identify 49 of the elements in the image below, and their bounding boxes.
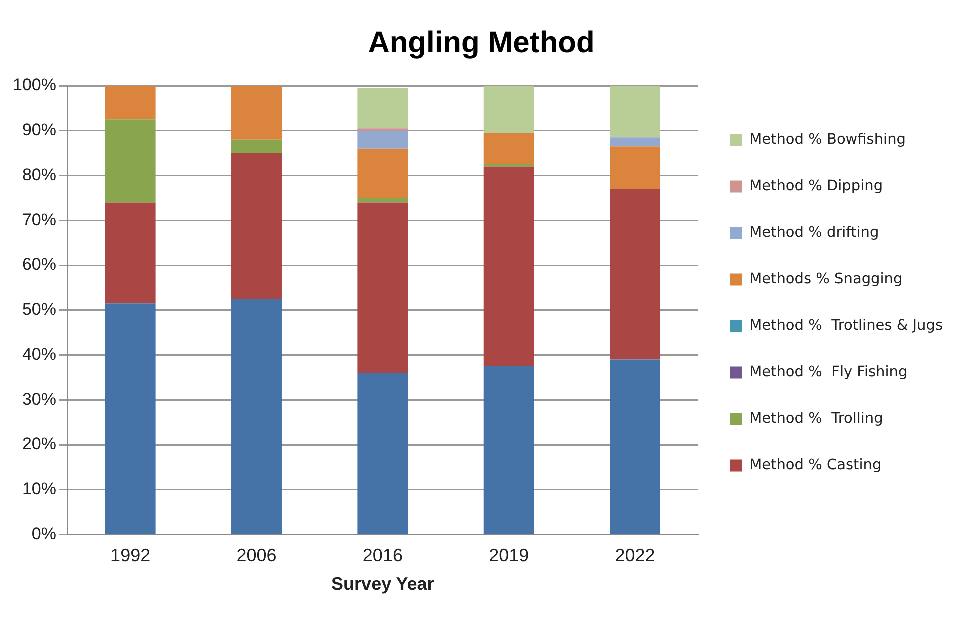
x-tick-label: 2006 (236, 546, 277, 566)
bar (610, 138, 661, 147)
y-tick-label: 80% (22, 165, 56, 184)
x-tick-label: 2022 (615, 546, 656, 566)
bar (232, 86, 282, 140)
y-tick-label: 70% (22, 210, 56, 230)
bar (610, 86, 661, 138)
chart-title: Angling Method (368, 26, 595, 60)
legend-label: Method % Bowfishing (750, 132, 906, 148)
legend-label: Method % Trotlines & Jugs (750, 318, 944, 334)
bar (358, 88, 408, 129)
x-tick-label: 2019 (489, 546, 530, 566)
bar (358, 198, 408, 203)
y-tick-label: 50% (22, 300, 56, 320)
bar (232, 299, 282, 534)
legend-label: Method % drifting (750, 225, 880, 242)
y-tick-label: 10% (22, 480, 56, 499)
bar (610, 360, 661, 534)
y-tick-label: 20% (22, 434, 56, 454)
legend-label: Methods % Snagging (750, 272, 903, 288)
legend-label: Method % Fly Fishing (750, 364, 908, 381)
y-tick-label: 40% (22, 344, 56, 364)
bar (105, 86, 156, 120)
bar (484, 86, 534, 134)
bar (232, 153, 282, 300)
x-tick-label: 1992 (110, 546, 151, 566)
y-tick-label: 100% (12, 76, 56, 95)
bar (358, 373, 408, 534)
x-tick-label: 2016 (362, 546, 403, 566)
bar (610, 146, 661, 190)
bar (358, 130, 408, 149)
legend-label: Method % Trolling (750, 411, 884, 428)
bar (105, 120, 156, 203)
y-tick-label: 90% (22, 120, 56, 140)
legend-label: Method % Casting (750, 458, 882, 474)
legend-label: Method % Dipping (750, 178, 884, 195)
bar (610, 189, 661, 360)
bar (232, 140, 282, 154)
bar (484, 366, 534, 534)
x-axis-title: Survey Year (332, 574, 434, 594)
bar (105, 304, 156, 534)
bar (358, 202, 408, 374)
bar (105, 202, 156, 304)
bar (484, 166, 534, 366)
y-tick-label: 60% (22, 255, 56, 274)
bar (484, 133, 534, 165)
y-tick-label: 0% (32, 524, 56, 544)
y-tick-label: 30% (22, 390, 56, 409)
bar (358, 148, 408, 198)
